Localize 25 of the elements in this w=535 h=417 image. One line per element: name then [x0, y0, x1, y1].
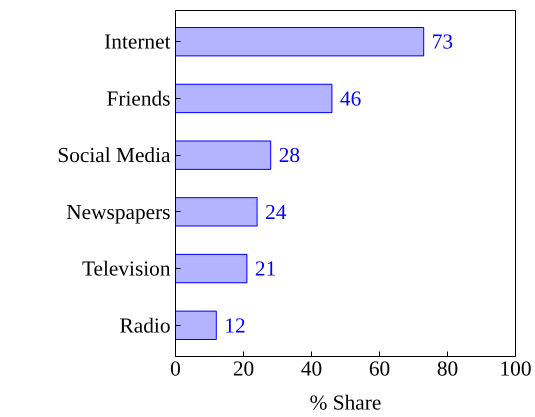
bar	[176, 140, 272, 170]
data-label: 12	[224, 313, 246, 338]
bar	[176, 197, 258, 227]
data-label: 46	[340, 86, 362, 110]
y-tick-label: Internet	[104, 30, 171, 54]
bar	[176, 310, 217, 340]
x-axis-title: % Share	[310, 390, 382, 414]
x-tick-label: 0	[170, 356, 181, 380]
y-tick-label: Social Media	[57, 143, 172, 168]
x-tick-label: 20	[232, 356, 254, 380]
x-tick-label: 40	[300, 356, 322, 380]
y-tick-label: Radio	[120, 313, 171, 338]
bar	[176, 84, 332, 114]
bar	[176, 254, 248, 284]
bar	[176, 27, 424, 56]
x-tick-label: 60	[368, 356, 390, 380]
y-tick-label: Newspapers	[66, 200, 171, 224]
data-label: 21	[254, 256, 276, 281]
x-tick-label: 80	[436, 356, 458, 380]
data-label: 24	[265, 200, 287, 224]
x-tick-label: 100	[500, 356, 532, 380]
y-tick-label: Friends	[106, 86, 171, 110]
data-label: 28	[278, 143, 300, 168]
data-label: 73	[432, 30, 454, 54]
y-tick-label: Television	[82, 256, 171, 281]
